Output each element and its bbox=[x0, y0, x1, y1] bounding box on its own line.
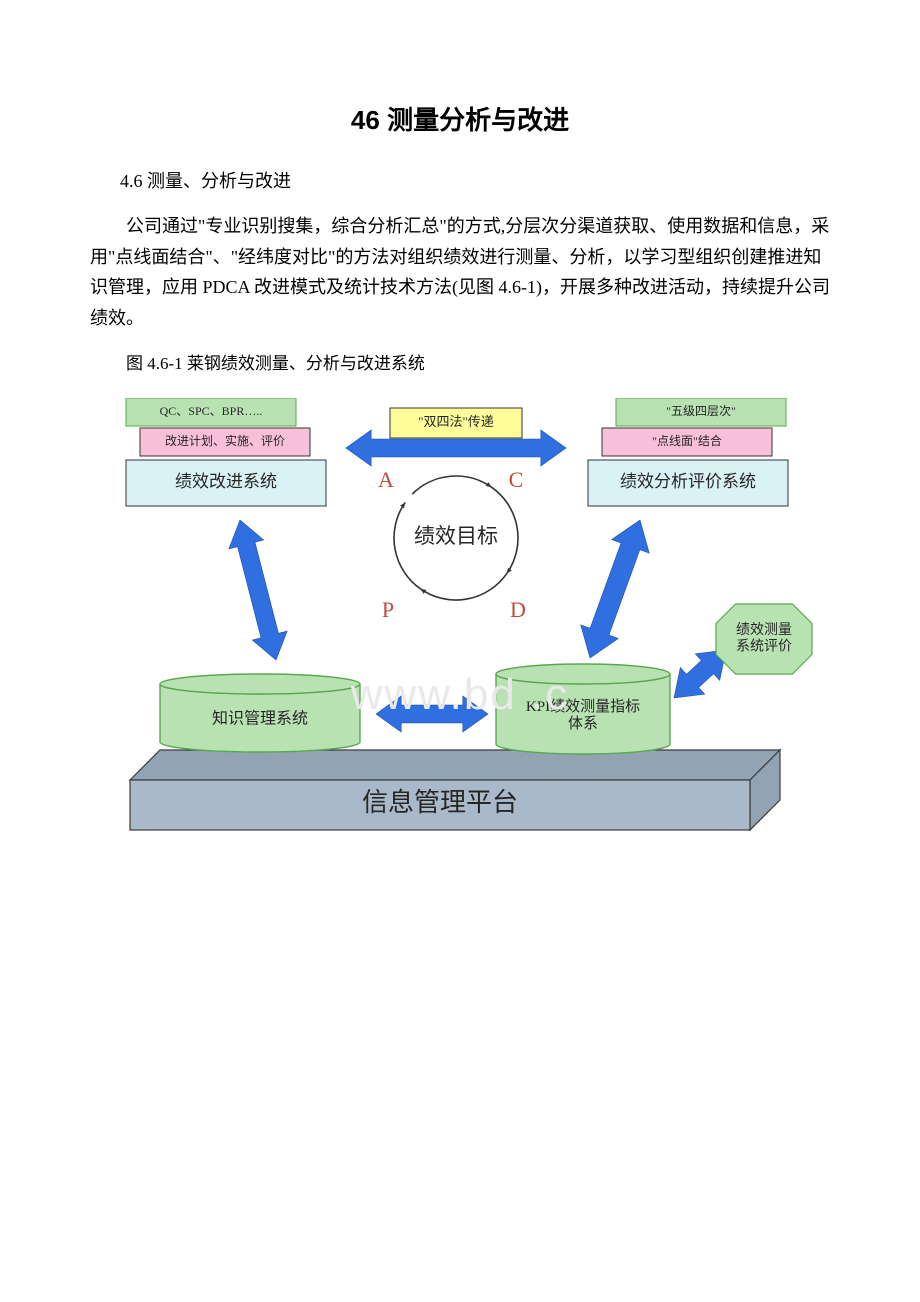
svg-text:绩效分析评价系统: 绩效分析评价系统 bbox=[620, 472, 756, 491]
svg-text:体系: 体系 bbox=[568, 715, 598, 732]
svg-text:信息管理平台: 信息管理平台 bbox=[362, 788, 518, 817]
svg-text:D: D bbox=[510, 597, 526, 622]
svg-text:P: P bbox=[382, 597, 394, 622]
section-subhead: 4.6 测量、分析与改进 bbox=[120, 167, 830, 193]
svg-text:"五级四层次": "五级四层次" bbox=[666, 404, 736, 418]
pdca-diagram: www.bd .c 信息管理平台知识管理系统KPI绩效测量指标体系QC、SPC、… bbox=[100, 398, 820, 868]
diagram-svg: 信息管理平台 知识管理系统 KPI绩效测量指标体系 QC、SPC、BPR….. 改进计划… bbox=[100, 398, 820, 868]
svg-text:绩效改进系统: 绩效改进系统 bbox=[175, 472, 277, 491]
intro-paragraph: 公司通过"专业识别搜集，综合分析汇总"的方式,分层次分渠道获取、使用数据和信息，… bbox=[90, 211, 830, 333]
svg-text:QC、SPC、BPR…..: QC、SPC、BPR….. bbox=[160, 404, 263, 418]
svg-text:KPI绩效测量指标: KPI绩效测量指标 bbox=[526, 698, 640, 715]
figure-caption: 图 4.6-1 莱钢绩效测量、分析与改进系统 bbox=[126, 349, 830, 374]
svg-text:改进计划、实施、评价: 改进计划、实施、评价 bbox=[165, 433, 285, 448]
svg-text:A: A bbox=[378, 467, 394, 492]
svg-text:绩效目标: 绩效目标 bbox=[414, 524, 498, 548]
svg-text:知识管理系统: 知识管理系统 bbox=[212, 710, 308, 728]
svg-text:系统评价: 系统评价 bbox=[736, 639, 792, 655]
svg-text:"双四法"传递: "双四法"传递 bbox=[418, 414, 494, 429]
svg-text:"点线面"结合: "点线面"结合 bbox=[652, 433, 722, 448]
svg-text:C: C bbox=[509, 467, 524, 492]
svg-text:绩效测量: 绩效测量 bbox=[736, 623, 792, 639]
page-title: 46 测量分析与改进 bbox=[90, 100, 830, 137]
